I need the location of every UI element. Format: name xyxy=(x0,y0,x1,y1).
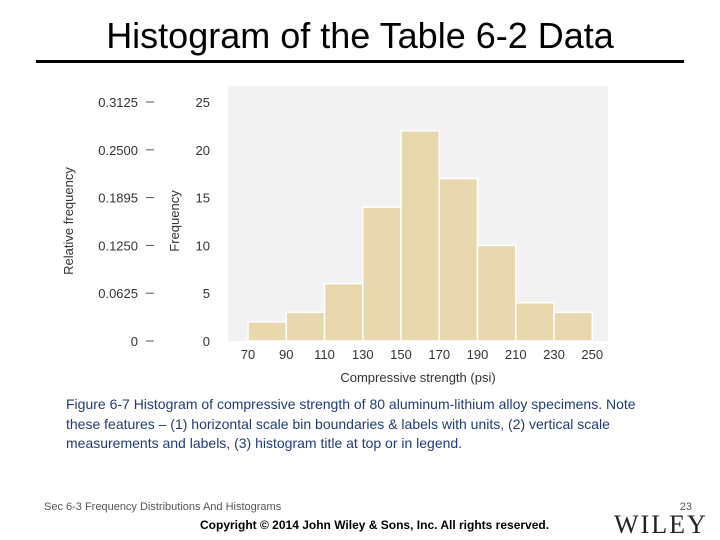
histogram-bar xyxy=(553,311,593,342)
histogram-bar xyxy=(476,244,517,342)
slide-title: Histogram of the Table 6-2 Data xyxy=(106,15,614,56)
y-tick-label: 0 xyxy=(203,334,210,349)
figure-caption: Figure 6-7 Histogram of compressive stre… xyxy=(66,396,636,451)
x-tick-label: 90 xyxy=(279,347,293,362)
histogram-bar xyxy=(515,302,555,342)
relative-frequency-tick-label: 0.0625 xyxy=(98,286,138,301)
section-footer: Sec 6-3 Frequency Distributions And Hist… xyxy=(44,501,282,513)
histogram-bar xyxy=(285,311,326,342)
histogram-bar xyxy=(362,206,402,342)
histogram-bar xyxy=(400,129,440,342)
histogram-bar xyxy=(323,282,364,342)
y-tick-label: 20 xyxy=(196,143,210,158)
x-axis-label: Compressive strength (psi) xyxy=(340,370,495,385)
relative-frequency-tick-label: 0.1250 xyxy=(98,238,138,253)
relative-frequency-axis-label: Relative frequency xyxy=(61,167,76,275)
y-tick-label: 5 xyxy=(203,286,210,301)
y-tick-label: 15 xyxy=(196,191,210,206)
x-tick-label: 250 xyxy=(581,347,603,362)
relative-frequency-tick-label: 0 xyxy=(131,334,138,349)
y-tick-label: 10 xyxy=(196,238,210,253)
histogram-bar xyxy=(247,321,287,342)
histogram-bar xyxy=(438,177,479,342)
x-tick-label: 70 xyxy=(241,347,255,362)
x-tick-label: 130 xyxy=(352,347,374,362)
histogram-chart: 0 5 10 15 20 25 0 0.0625 0.1250 0.1895 0.2500 0.31… xyxy=(61,86,608,385)
x-tick-label: 230 xyxy=(543,347,565,362)
copyright-notice: Copyright © 2014 John Wiley & Sons, Inc.… xyxy=(200,518,550,532)
x-tick-label: 170 xyxy=(428,347,450,362)
relative-frequency-tick-label: 0.1895 xyxy=(98,191,138,206)
relative-frequency-tick-label: 0.2500 xyxy=(98,143,138,158)
x-tick-label: 150 xyxy=(390,347,412,362)
page-number: 23 xyxy=(679,501,692,513)
y-tick-label: 25 xyxy=(196,95,210,110)
wiley-logo: WILEY xyxy=(614,510,708,539)
relative-frequency-tick-label: 0.3125 xyxy=(98,95,138,110)
title-underline xyxy=(36,60,684,63)
x-tick-label: 210 xyxy=(505,347,527,362)
x-tick-label: 190 xyxy=(467,347,489,362)
y-axis-label: Frequency xyxy=(167,190,182,252)
x-tick-label: 110 xyxy=(314,347,335,362)
